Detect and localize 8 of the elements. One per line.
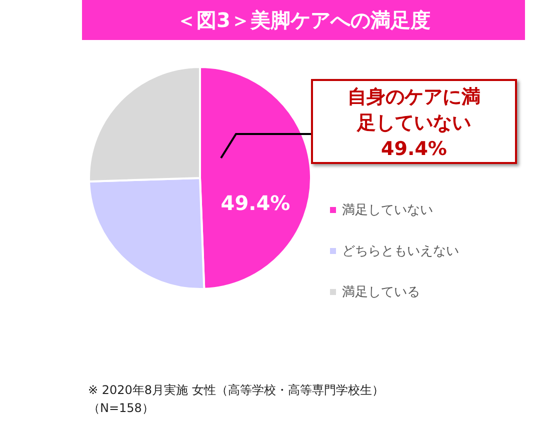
legend-label: 満足していない	[342, 202, 433, 219]
legend-label: 満足している	[342, 284, 420, 301]
legend-label: どちらともいえない	[342, 243, 459, 260]
data-label: 49.4%	[220, 191, 290, 216]
chart-title: ＜図3＞美脚ケアへの満足度	[82, 0, 525, 40]
text: 49.4%	[380, 137, 448, 162]
text: 自身のケアに満足していない	[346, 85, 482, 136]
text: ※ 2020年8月実施 女性（高等学校・高等専門学校生）（N=158）	[88, 382, 385, 417]
